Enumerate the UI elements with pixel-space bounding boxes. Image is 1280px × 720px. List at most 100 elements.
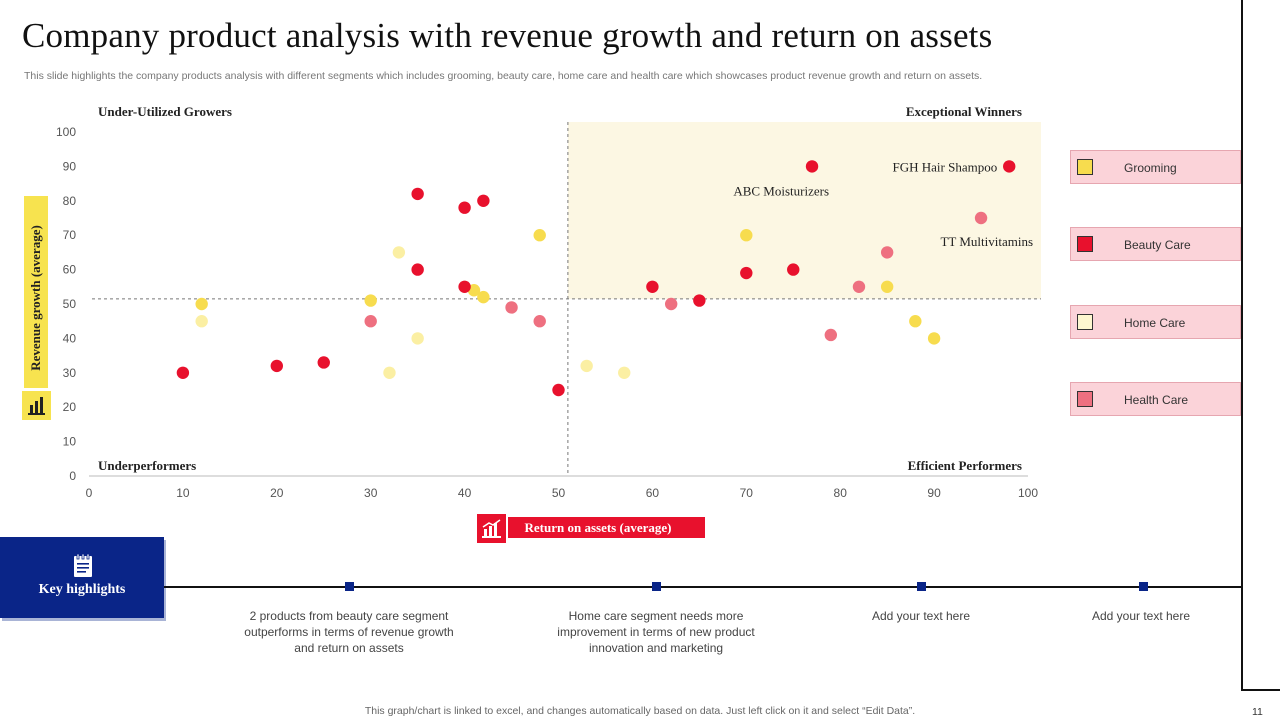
point-beauty-care[interactable] <box>805 160 819 173</box>
footer-text: This graph/chart is linked to excel, and… <box>364 705 916 717</box>
point-beauty-care[interactable] <box>458 280 471 293</box>
point-health-care[interactable] <box>824 328 838 342</box>
point-beauty-care[interactable] <box>317 356 330 369</box>
point-health-care[interactable] <box>505 301 518 314</box>
key-highlights-label: Key highlights <box>38 582 126 597</box>
highlight-text: Add your text here <box>1091 609 1191 623</box>
bar-chart-icon <box>22 391 51 420</box>
point-beauty-care[interactable] <box>646 280 659 293</box>
point-beauty-care[interactable] <box>270 359 283 373</box>
legend-swatch <box>1077 314 1093 330</box>
footer-note: This graph/chart is linked to excel, and… <box>0 705 1280 717</box>
growth-chart-icon <box>477 514 506 543</box>
y-axis-label: Revenue growth (average) <box>28 225 43 371</box>
point-health-care[interactable] <box>880 246 894 259</box>
notepad-icon <box>70 553 96 579</box>
slide-frame-bottom <box>1241 689 1280 691</box>
legend-label: Home Care <box>1124 316 1186 330</box>
x-tick-label: 50 <box>552 486 566 500</box>
slide-frame-right <box>1241 0 1243 690</box>
point-beauty-care[interactable] <box>552 383 565 397</box>
point-annotations: FGH Hair Shampoo ABC Moisturizers TT Multi… <box>733 159 1033 249</box>
point-grooming[interactable] <box>880 280 894 293</box>
legend-label: Grooming <box>1124 161 1177 175</box>
quadrant-label-bottom-right: Efficient Performers <box>908 458 1022 473</box>
legend-item-grooming[interactable]: Grooming <box>1070 150 1241 184</box>
point-beauty-care[interactable] <box>1003 160 1016 173</box>
point-home-care[interactable] <box>411 332 424 345</box>
key-highlights-box: Key highlights <box>0 537 164 618</box>
point-home-care[interactable] <box>618 366 631 379</box>
point-beauty-care[interactable] <box>693 294 706 307</box>
timeline-marker <box>917 582 926 591</box>
timeline-marker <box>345 582 354 591</box>
y-tick-label: 80 <box>63 194 77 208</box>
point-health-care[interactable] <box>364 315 377 328</box>
highlight-text: Add your text here <box>871 609 971 623</box>
highlights-timeline <box>164 586 1241 588</box>
point-beauty-care[interactable] <box>740 266 753 280</box>
y-tick-label: 30 <box>63 366 77 380</box>
highlight-text: 2 products from beauty care segment outp… <box>244 609 454 655</box>
point-grooming[interactable] <box>364 294 377 307</box>
quadrant-label-top-right: Exceptional Winners <box>906 104 1022 119</box>
point-grooming[interactable] <box>909 315 922 328</box>
legend-label: Health Care <box>1124 393 1189 407</box>
y-tick-label: 0 <box>69 469 76 483</box>
legend-swatch <box>1077 159 1093 175</box>
point-grooming[interactable] <box>467 284 481 297</box>
highlight-text: Home care segment needs more improvement… <box>557 609 755 655</box>
x-tick-label: 40 <box>458 486 472 500</box>
legend-item-beauty-care[interactable]: Beauty Care <box>1070 227 1241 261</box>
point-grooming[interactable] <box>740 229 753 242</box>
legend-swatch <box>1077 236 1093 252</box>
slide-subtitle: This slide highlights the company produc… <box>24 70 983 82</box>
point-grooming[interactable] <box>195 297 208 311</box>
point-annotation: ABC Moisturizers <box>733 183 829 198</box>
x-axis-label-badge <box>508 517 705 538</box>
point-grooming[interactable] <box>477 290 490 304</box>
point-beauty-care[interactable] <box>176 366 190 379</box>
timeline-marker <box>1139 582 1148 591</box>
x-tick-label: 80 <box>834 486 848 500</box>
x-axis-label: Return on assets (average) <box>524 520 672 535</box>
legend-item-home-care[interactable]: Home Care <box>1070 305 1241 339</box>
legend-item-health-care[interactable]: Health Care <box>1070 382 1241 416</box>
point-health-care[interactable] <box>974 211 988 225</box>
point-health-care[interactable] <box>533 315 546 328</box>
quadrant-label-bottom-left: Underperformers <box>98 458 196 473</box>
quadrant-labels: Under-Utilized Growers Exceptional Winner… <box>98 104 1022 473</box>
exceptional-winners-highlight <box>567 122 1041 299</box>
point-home-care[interactable] <box>383 366 396 379</box>
quadrant-label-top-left: Under-Utilized Growers <box>98 104 232 119</box>
point-beauty-care[interactable] <box>411 263 424 276</box>
point-home-care[interactable] <box>580 359 593 373</box>
point-beauty-care[interactable] <box>458 201 471 214</box>
x-tick-label: 10 <box>176 486 190 500</box>
x-tick-label: 90 <box>927 486 941 500</box>
point-grooming[interactable] <box>533 229 546 242</box>
point-home-care[interactable] <box>392 246 406 259</box>
data-points <box>176 160 1016 397</box>
y-tick-label: 100 <box>56 125 76 139</box>
y-tick-label: 50 <box>63 297 77 311</box>
point-health-care[interactable] <box>852 280 866 293</box>
point-beauty-care[interactable] <box>411 187 424 201</box>
page-number: 11 <box>1252 706 1263 718</box>
x-tick-label: 30 <box>364 486 378 500</box>
y-tick-label: 70 <box>63 228 77 242</box>
legend-label: Beauty Care <box>1124 238 1191 252</box>
point-beauty-care[interactable] <box>477 194 490 207</box>
point-annotation: TT Multivitamins <box>940 234 1033 249</box>
x-tick-label: 0 <box>86 486 93 500</box>
point-beauty-care[interactable] <box>787 263 800 276</box>
y-tick-label: 40 <box>63 331 77 345</box>
point-grooming[interactable] <box>927 332 941 345</box>
point-home-care[interactable] <box>195 315 208 328</box>
x-tick-label: 100 <box>1018 486 1038 500</box>
x-tick-label: 20 <box>270 486 284 500</box>
y-tick-label: 90 <box>63 159 77 173</box>
point-health-care[interactable] <box>664 297 678 311</box>
y-tick-label: 20 <box>63 400 77 414</box>
